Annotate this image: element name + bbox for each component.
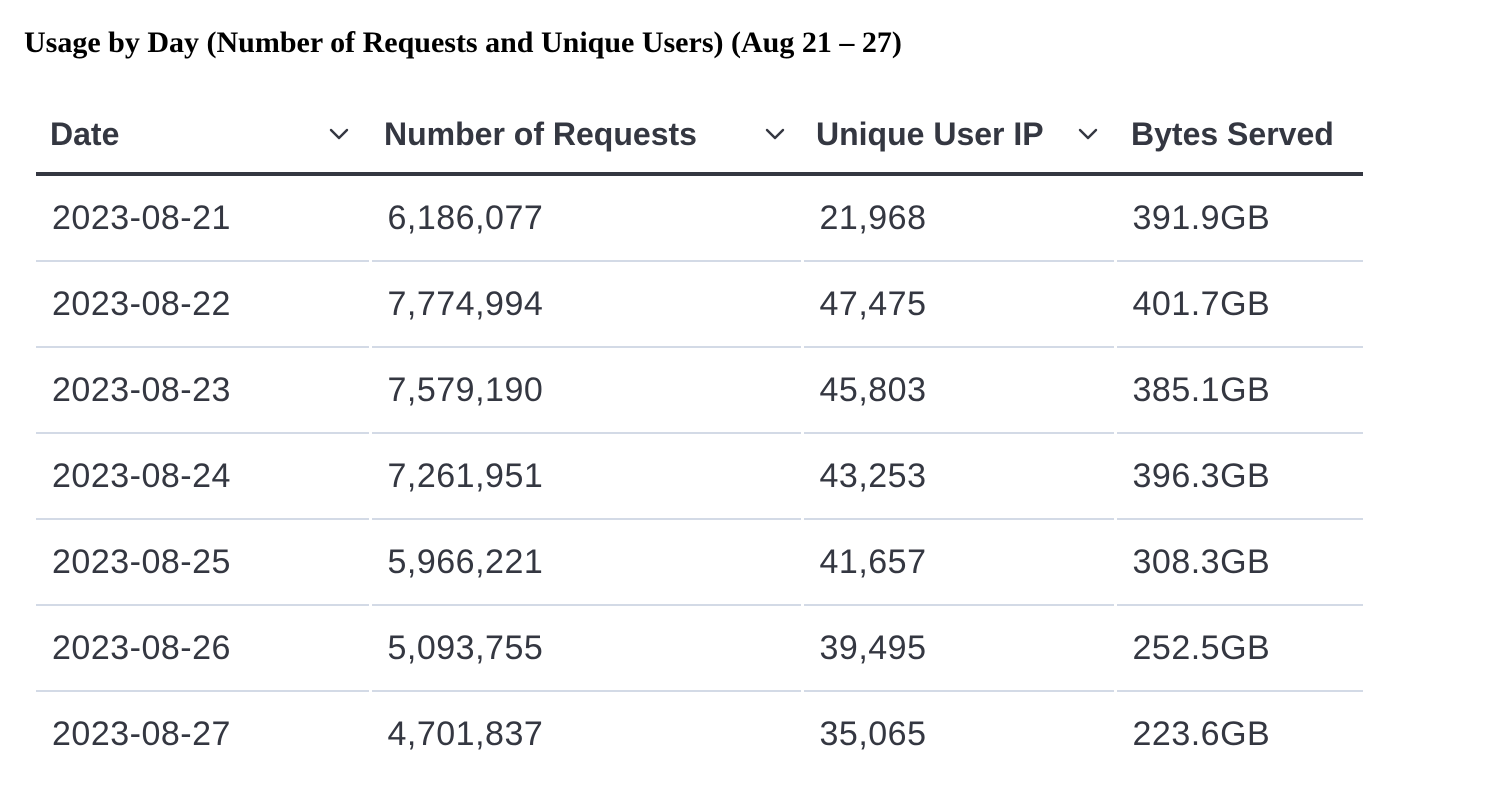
table-row: 2023-08-21 6,186,077 21,968 391.9GB [36, 174, 1363, 262]
chevron-down-icon[interactable] [326, 121, 352, 147]
cell-date: 2023-08-21 [36, 174, 370, 262]
cell-bytes-served: 391.9GB [1113, 174, 1363, 262]
cell-bytes-served: 401.7GB [1113, 261, 1363, 348]
table-row: 2023-08-22 7,774,994 47,475 401.7GB [36, 261, 1363, 348]
cell-bytes-served: 385.1GB [1113, 347, 1363, 434]
column-header-label: Bytes Served [1131, 115, 1334, 152]
column-header-number-of-requests[interactable]: Number of Requests [370, 96, 802, 176]
column-header-date[interactable]: Date [36, 96, 370, 176]
cell-date: 2023-08-25 [36, 519, 370, 606]
cell-number-of-requests: 7,261,951 [368, 433, 802, 520]
cell-date: 2023-08-27 [52, 714, 231, 753]
cell-number-of-requests: 4,701,837 [368, 691, 802, 776]
cell-unique-user-ip: 41,657 [800, 519, 1115, 606]
cell-number-of-requests: 7,774,994 [368, 261, 802, 348]
cell-date: 2023-08-22 [36, 261, 370, 348]
cell-number-of-requests: 7,579,190 [368, 347, 802, 434]
cell-unique-user-ip: 21,968 [800, 174, 1115, 262]
cell-unique-user-ip: 43,253 [800, 433, 1115, 520]
chevron-down-icon[interactable] [1075, 121, 1101, 147]
cell-bytes-served: 252.5GB [1113, 605, 1363, 692]
table-row: 2023-08-24 7,261,951 43,253 396.3GB [36, 433, 1363, 520]
usage-table: Date Number of Requests [36, 96, 1363, 776]
cell-number-of-requests: 5,093,755 [368, 605, 802, 692]
cell-number-of-requests: 5,966,221 [368, 519, 802, 606]
table-row: 2023-08-25 5,966,221 41,657 308.3GB [36, 519, 1363, 606]
cell-number-of-requests: 6,186,077 [368, 174, 802, 262]
page-title: Usage by Day (Number of Requests and Uni… [24, 26, 902, 59]
column-header-label: Unique User IP [816, 115, 1044, 152]
cell-date: 2023-08-26 [36, 605, 370, 692]
table-header-row: Date Number of Requests [36, 96, 1363, 176]
table-row: 2023-08-27 4,701,837 35,065 223.6GB [36, 691, 1363, 776]
cell-date: 2023-08-23 [36, 347, 370, 434]
column-header-label: Number of Requests [384, 115, 697, 152]
cell-bytes-served: 308.3GB [1113, 519, 1363, 606]
cell-unique-user-ip: 45,803 [800, 347, 1115, 434]
chevron-down-icon[interactable] [762, 121, 788, 147]
cell-unique-user-ip: 47,475 [800, 261, 1115, 348]
table-row: 2023-08-23 7,579,190 45,803 385.1GB [36, 347, 1363, 434]
cell-bytes-served: 223.6GB [1113, 691, 1363, 776]
cell-bytes-served: 396.3GB [1113, 433, 1363, 520]
usage-table-container: Date Number of Requests [36, 96, 1363, 776]
column-header-label: Date [50, 115, 120, 152]
table-row: 2023-08-26 5,093,755 39,495 252.5GB [36, 605, 1363, 692]
cell-date: 2023-08-24 [36, 433, 370, 520]
cell-unique-user-ip: 39,495 [800, 605, 1115, 692]
column-header-bytes-served[interactable]: Bytes Served [1115, 96, 1363, 176]
cell-unique-user-ip: 35,065 [800, 691, 1115, 776]
column-header-unique-user-ip[interactable]: Unique User IP [802, 96, 1115, 176]
